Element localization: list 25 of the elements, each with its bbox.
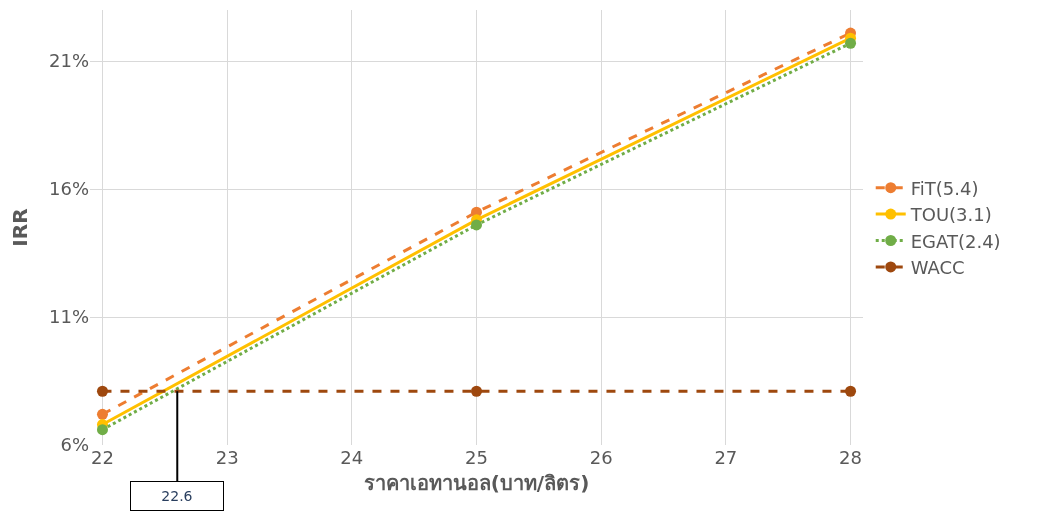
y-tick-label: 16% xyxy=(48,178,89,200)
point xyxy=(96,408,108,420)
point xyxy=(96,385,108,397)
point xyxy=(845,37,857,49)
x-tick-label: 26 xyxy=(589,447,613,468)
y-axis-title: IRR xyxy=(8,208,33,247)
y-tick-label: 6% xyxy=(60,434,89,456)
x-tick-label: 24 xyxy=(340,447,364,468)
point xyxy=(96,424,108,436)
legend-label: TOU(3.1) xyxy=(909,204,992,226)
x-tick-label: 27 xyxy=(714,447,738,468)
y-tick-label: 21% xyxy=(48,50,89,72)
x-tick-label: 25 xyxy=(465,447,488,468)
point xyxy=(471,385,482,397)
annotation: 22.6 xyxy=(161,488,193,504)
legend-label: FiT(5.4) xyxy=(910,177,979,199)
x-axis-title: ราคาเอทานอล(บาท/ลิตร) xyxy=(363,470,590,495)
legend-label: WACC xyxy=(910,256,965,278)
point xyxy=(471,219,482,231)
x-tick-label: 22 xyxy=(91,447,114,468)
x-tick-label: 28 xyxy=(839,447,862,468)
legend-label: EGAT(2.4) xyxy=(910,230,1001,252)
point xyxy=(845,385,857,397)
x-tick-label: 23 xyxy=(215,447,239,468)
y-tick-label: 11% xyxy=(48,306,89,328)
